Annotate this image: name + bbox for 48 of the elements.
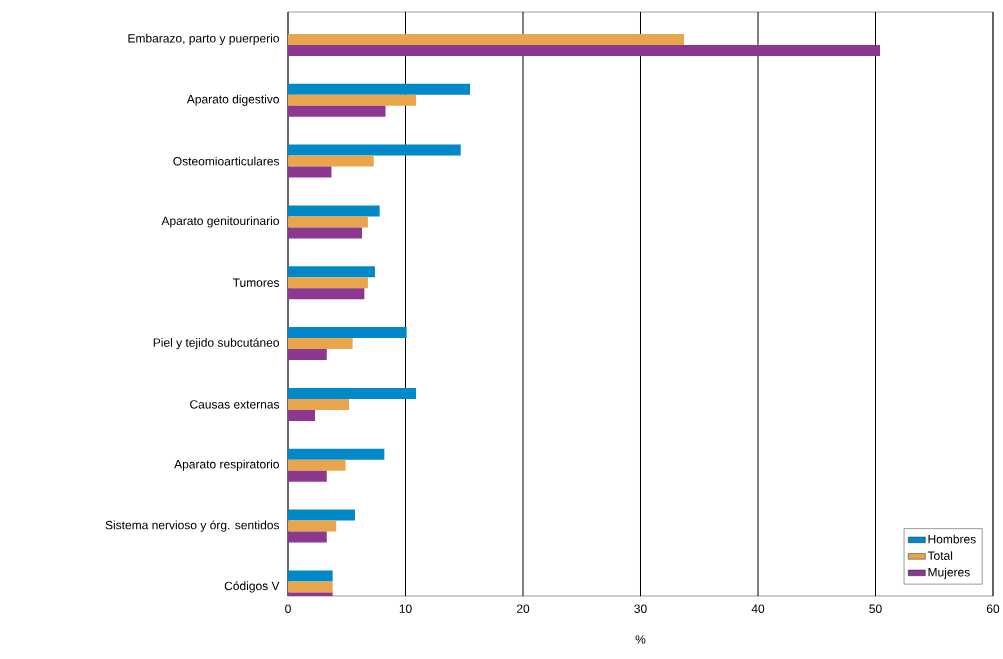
y-tick-label: Aparato genitourinario (161, 216, 279, 228)
y-tick-label: Aparato digestivo (186, 94, 279, 106)
x-tick-label: 10 (399, 604, 412, 613)
bar (288, 448, 385, 460)
y-tick-label: Osteomioarticulares (173, 156, 280, 166)
x-tick-label: 30 (634, 604, 647, 613)
bar (288, 105, 386, 117)
bar (288, 459, 346, 471)
bar (288, 409, 316, 421)
y-tick-label: Piel y tejido subcutáneo (153, 337, 279, 350)
bar (288, 531, 327, 543)
legend-label: Hombres (928, 534, 976, 544)
bar (288, 144, 461, 156)
bar (288, 227, 363, 239)
legend-label: Mujeres (928, 567, 970, 579)
y-tick-label: Embarazo, parto y puerperio (128, 33, 279, 45)
bar (288, 33, 684, 45)
x-axis-title: % (635, 635, 646, 644)
x-tick-label: 20 (516, 604, 530, 613)
bar (288, 216, 368, 228)
bar (288, 338, 353, 350)
bar (288, 398, 350, 410)
bar (288, 327, 407, 339)
bar (288, 166, 332, 178)
bar (288, 387, 417, 399)
bar (288, 349, 327, 361)
bar (288, 44, 881, 56)
x-tick-label: 60 (986, 604, 1000, 613)
x-tick-label: 40 (751, 604, 765, 613)
bar (288, 520, 337, 532)
bar (288, 83, 471, 95)
y-tick-label: Sistema nervioso y órg. sentidos (105, 520, 280, 532)
y-tick-label: Aparato respiratorio (174, 459, 279, 471)
y-tick-label: Tumores (232, 278, 280, 287)
bar (288, 94, 417, 106)
bar (288, 509, 355, 521)
bar (288, 570, 333, 582)
bar (288, 266, 375, 278)
x-tick-label: 50 (869, 604, 882, 613)
y-tick-label: Códigos V (224, 581, 280, 593)
legend-label: Total (927, 551, 953, 560)
bar (288, 155, 374, 167)
x-tick-label: 0 (285, 604, 291, 613)
bar (288, 288, 365, 300)
y-tick-label: Causas externas (190, 400, 280, 409)
bar (288, 205, 380, 217)
bar (288, 470, 327, 482)
bar (288, 277, 368, 289)
